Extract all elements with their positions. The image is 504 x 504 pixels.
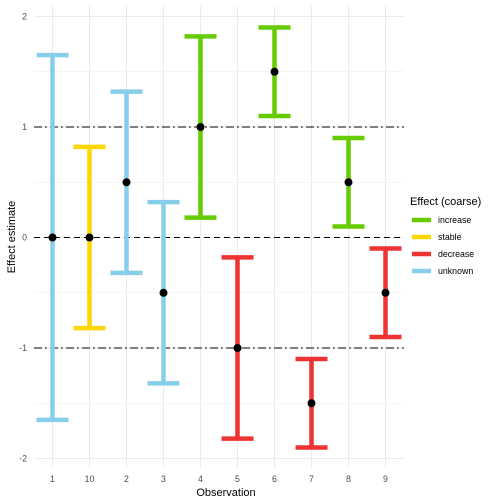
x-tick-label: 5 [235, 474, 240, 484]
legend-title: Effect (coarse) [410, 196, 481, 208]
point-estimates [48, 67, 390, 408]
x-axis-title: Observation [196, 487, 255, 499]
legend-label: stable [438, 232, 462, 242]
reference-lines [34, 126, 404, 349]
x-tick-label: 4 [198, 474, 203, 484]
point-estimate [270, 67, 279, 76]
x-tick-label: 2 [124, 474, 129, 484]
x-tick-label: 7 [309, 474, 314, 484]
x-tick-label: 6 [272, 474, 277, 484]
y-tick-label: 1 [22, 122, 27, 132]
x-axis-ticks: 1 10 2 3 4 5 6 7 8 9 [50, 474, 388, 484]
y-tick-label: 2 [22, 12, 27, 22]
x-tick-label: 3 [161, 474, 166, 484]
y-tick-label: 0 [22, 233, 27, 243]
legend-label: unknown [438, 266, 473, 276]
point-estimate [48, 233, 57, 242]
x-tick-label: 9 [383, 474, 388, 484]
y-axis-ticks: -2 -1 0 1 2 [19, 12, 27, 464]
legend: Effect (coarse) increase stable decrease un… [410, 196, 481, 276]
x-tick-label: 1 [50, 474, 55, 484]
point-estimate [307, 399, 316, 408]
x-tick-label: 8 [346, 474, 351, 484]
legend-label: decrease [438, 249, 474, 259]
point-estimate [381, 288, 390, 297]
legend-label: increase [438, 215, 471, 225]
point-estimate [196, 123, 205, 131]
point-estimate [122, 178, 131, 187]
x-tick-label: 10 [85, 474, 95, 484]
y-axis-title: Effect estimate [6, 201, 18, 274]
point-estimate [159, 288, 168, 297]
point-estimate [344, 178, 353, 187]
y-tick-label: -2 [19, 454, 27, 464]
point-estimate [85, 233, 94, 242]
point-estimate [233, 344, 242, 352]
y-tick-label: -1 [19, 343, 27, 353]
